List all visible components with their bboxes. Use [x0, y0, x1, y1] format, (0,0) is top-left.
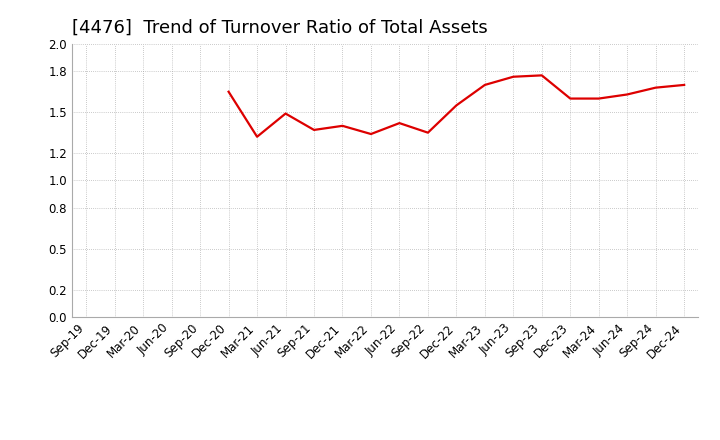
- Text: [4476]  Trend of Turnover Ratio of Total Assets: [4476] Trend of Turnover Ratio of Total …: [72, 19, 487, 37]
